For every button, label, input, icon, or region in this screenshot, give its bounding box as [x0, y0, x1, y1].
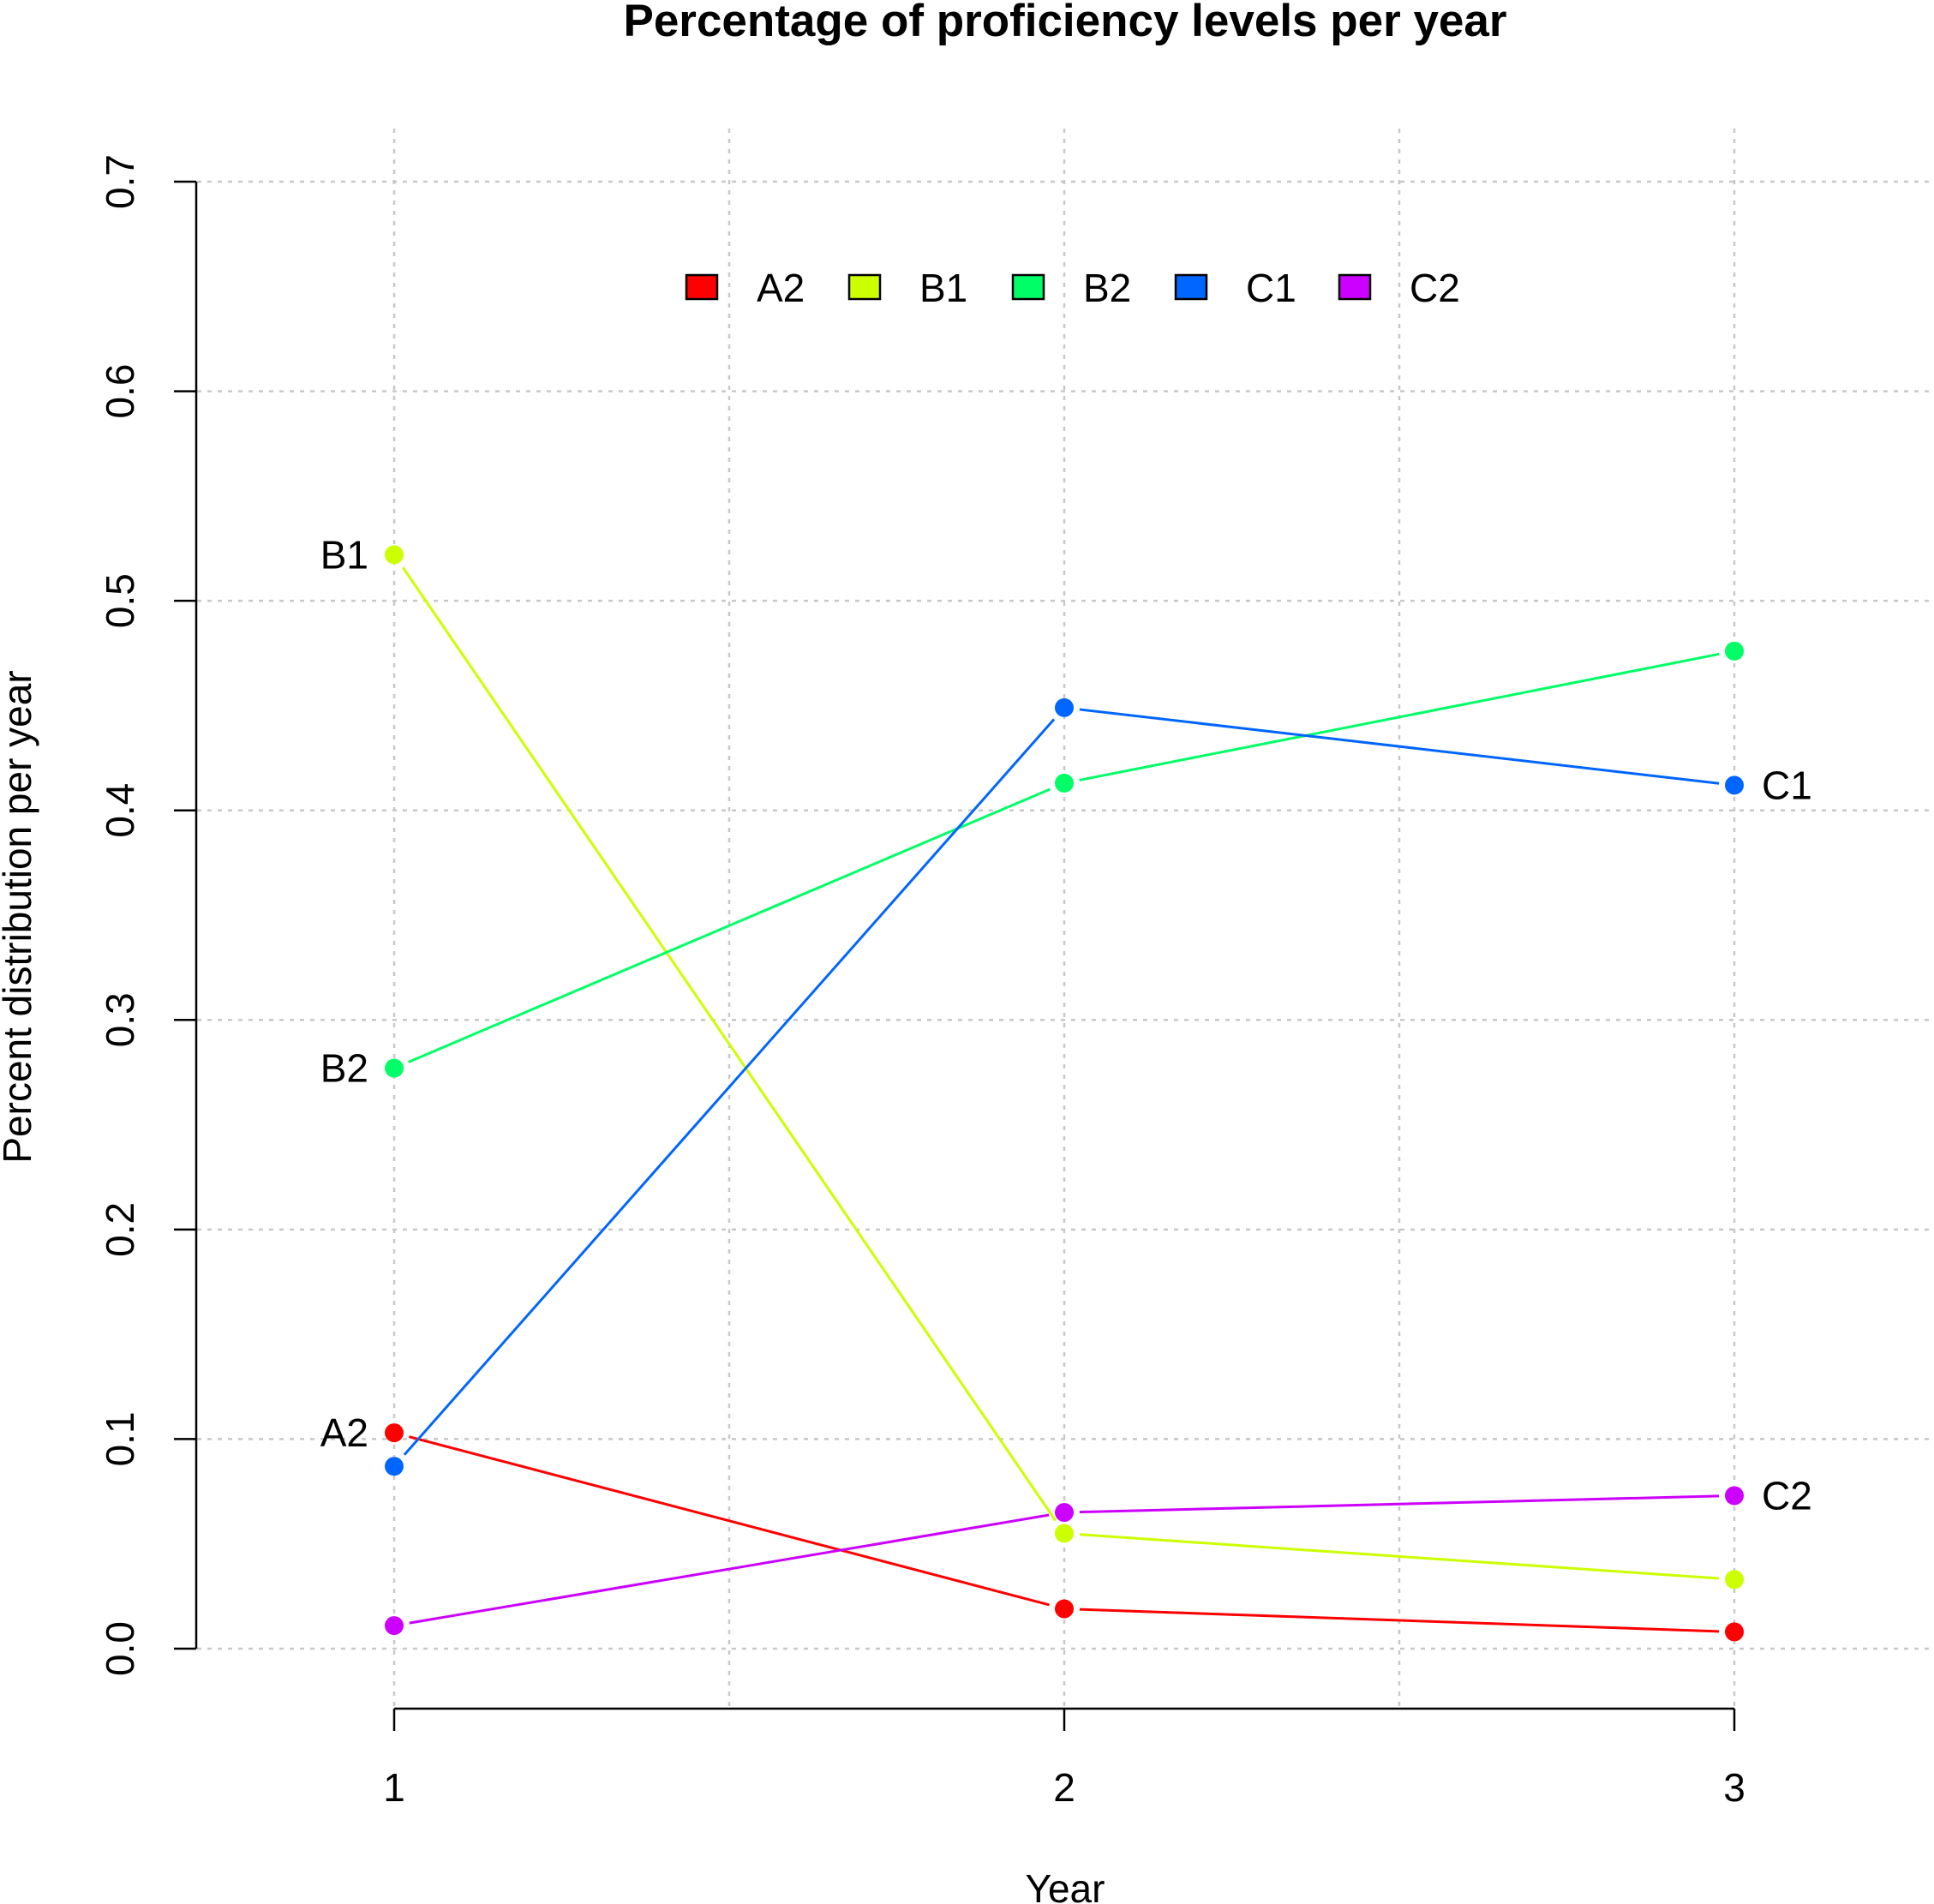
series-label-c1: C1 — [1762, 763, 1812, 807]
data-point-b2 — [385, 1058, 404, 1078]
data-point-c1 — [1055, 698, 1074, 717]
data-point-c2 — [1055, 1503, 1074, 1523]
series-line-a2 — [409, 1435, 1050, 1607]
data-point-a2 — [385, 1423, 404, 1443]
series-line-b2 — [407, 787, 1051, 1063]
series-label-a2: A2 — [320, 1410, 368, 1455]
data-point-b1 — [1055, 1524, 1074, 1543]
data-point-b1 — [1725, 1570, 1744, 1590]
axes: 0.0 0.1 0.2 0.3 0.4 0.5 0.6 0.7 1 2 3 — [98, 154, 1745, 1810]
data-point-c1 — [385, 1457, 404, 1476]
legend-swatch-b1 — [847, 273, 882, 301]
series-line-a2 — [1079, 1608, 1720, 1633]
series-layer: A2 B1 B2 C1 C2 — [320, 532, 1812, 1642]
x-tick-label: 1 — [383, 1765, 405, 1810]
y-tick-label: 0.7 — [98, 154, 142, 209]
legend-label-c1: C1 — [1246, 266, 1296, 310]
series-label-b2: B2 — [320, 1046, 368, 1091]
data-point-b1 — [385, 545, 404, 565]
legend-label-b1: B1 — [919, 266, 967, 310]
x-tick-label: 2 — [1053, 1765, 1075, 1810]
y-tick-label: 0.2 — [98, 1202, 142, 1257]
data-point-c2 — [1725, 1486, 1744, 1506]
legend-label-b2: B2 — [1083, 266, 1131, 310]
series-line-b1 — [401, 566, 1057, 1522]
x-axis-label: Year — [1026, 1866, 1105, 1904]
legend-swatch-a2 — [685, 273, 719, 301]
x-tick-label: 3 — [1723, 1765, 1745, 1810]
legend-swatch-c2 — [1338, 273, 1372, 301]
data-point-c2 — [385, 1616, 404, 1636]
series-line-c1 — [1079, 708, 1720, 785]
y-tick-label: 0.4 — [98, 783, 142, 838]
legend-swatch-b2 — [1011, 273, 1045, 301]
data-point-a2 — [1725, 1622, 1744, 1642]
y-tick-label: 0.5 — [98, 573, 142, 628]
series-line-b2 — [1079, 652, 1720, 781]
data-point-b2 — [1055, 773, 1074, 793]
series-line-c2 — [409, 1513, 1050, 1625]
legend: A2 B1 B2 C1 C2 — [685, 266, 1460, 310]
data-point-b2 — [1725, 641, 1744, 661]
data-point-a2 — [1055, 1599, 1074, 1619]
y-tick-label: 0.3 — [98, 992, 142, 1047]
y-tick-label: 0.0 — [98, 1621, 142, 1676]
series-line-c1 — [403, 718, 1056, 1456]
series-label-b1: B1 — [320, 532, 368, 577]
series-line-c2 — [1079, 1494, 1720, 1514]
legend-swatch-c1 — [1174, 273, 1208, 301]
grid — [197, 129, 1934, 1709]
data-point-c1 — [1725, 775, 1744, 795]
chart-title: Percentage of proficiency levels per yea… — [623, 0, 1506, 46]
legend-label-c2: C2 — [1410, 266, 1460, 310]
legend-label-a2: A2 — [757, 266, 805, 310]
y-tick-label: 0.6 — [98, 364, 142, 419]
series-line-b1 — [1079, 1533, 1720, 1580]
y-axis-label: Percent distribution per year — [0, 670, 39, 1163]
y-tick-label: 0.1 — [98, 1411, 142, 1466]
series-label-c2: C2 — [1762, 1473, 1812, 1518]
